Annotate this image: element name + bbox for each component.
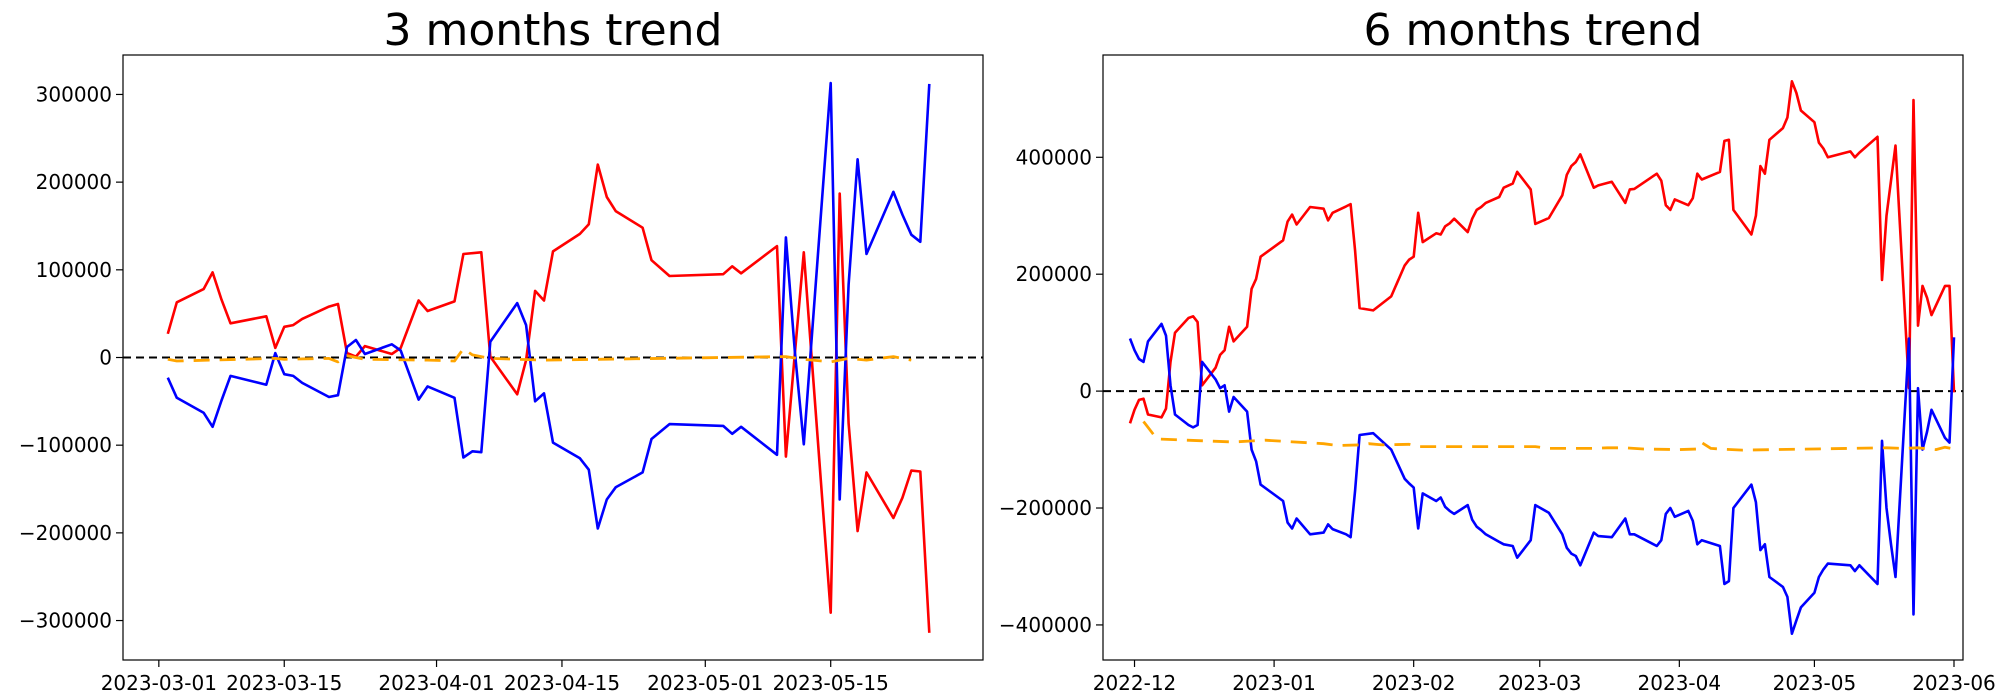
y-tick-label: 400000 xyxy=(1016,145,1092,169)
y-tick-label: 200000 xyxy=(1016,262,1092,286)
x-tick-label: 2023-03-01 xyxy=(101,671,217,695)
series-line-1 xyxy=(1128,80,1956,424)
x-tick-label: 2023-05 xyxy=(1773,671,1857,695)
chart-3-months: 3 months trend 2023-03-01 2023-03-15 2023-0… xyxy=(19,5,984,695)
x-tick-label: 2023-05-15 xyxy=(773,671,889,695)
series-line-2 xyxy=(1128,322,1956,636)
series-line-3 xyxy=(167,347,912,364)
y-tick-label: 100000 xyxy=(36,258,112,282)
x-tick-label: 2023-04-15 xyxy=(504,671,620,695)
chart-title: 6 months trend xyxy=(1364,5,1703,56)
y-tick-label: −200000 xyxy=(999,496,1092,520)
y-tick-label: −200000 xyxy=(19,521,112,545)
y-tick-label: −100000 xyxy=(19,433,112,457)
series-line-2 xyxy=(166,81,931,530)
series-line-3 xyxy=(1142,420,1955,452)
y-tick-label: −300000 xyxy=(19,609,112,633)
x-tick-label: 2022-12 xyxy=(1093,671,1177,695)
x-tick-label: 2023-03-15 xyxy=(226,671,342,695)
y-tick-label: 300000 xyxy=(36,82,112,106)
x-tick-label: 2023-04-01 xyxy=(378,671,494,695)
x-tick-label: 2023-01 xyxy=(1232,671,1316,695)
y-tick-label: 0 xyxy=(1079,379,1092,403)
y-tick-label: 200000 xyxy=(36,170,112,194)
y-tick-label: 0 xyxy=(99,346,112,370)
y-tick-label: −400000 xyxy=(999,613,1092,637)
plot-area xyxy=(123,81,983,633)
chart-title: 3 months trend xyxy=(384,5,723,56)
x-tick-label: 2023-03 xyxy=(1498,671,1582,695)
chart-6-months: 6 months trend 2022-12 2023-01 2023-02 2023-… xyxy=(999,5,1996,695)
series-line-1 xyxy=(166,163,931,633)
plot-area xyxy=(1103,80,1963,636)
x-tick-label: 2023-04 xyxy=(1638,671,1722,695)
x-tick-label: 2023-02 xyxy=(1372,671,1456,695)
x-tick-label: 2023-06 xyxy=(1912,671,1996,695)
x-tick-label: 2023-05-01 xyxy=(647,671,763,695)
plot-frame xyxy=(1102,54,1964,661)
